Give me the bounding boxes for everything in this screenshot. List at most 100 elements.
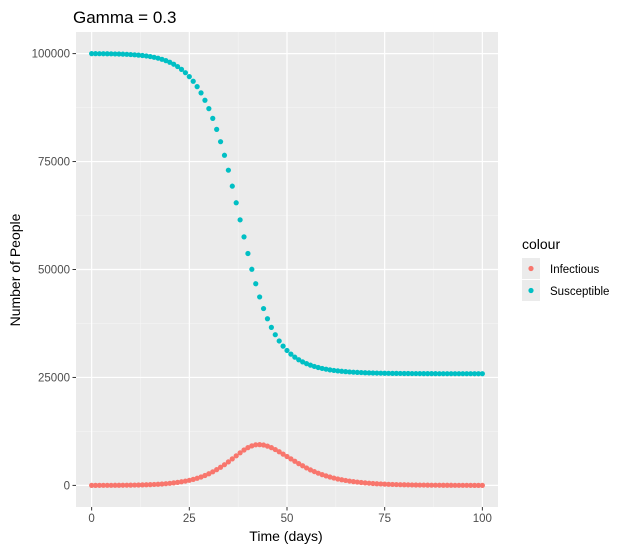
point-susceptible: [135, 52, 142, 58]
point-infectious: [135, 482, 142, 488]
point-infectious: [378, 481, 384, 487]
point-susceptible: [327, 367, 333, 373]
point-susceptible: [249, 266, 255, 272]
point-infectious: [120, 482, 126, 488]
point-susceptible: [428, 371, 435, 377]
point-infectious: [174, 479, 181, 485]
x-tick-label: 0: [88, 513, 94, 525]
point-susceptible: [245, 250, 251, 257]
point-susceptible: [89, 51, 95, 57]
point-infectious: [171, 480, 177, 486]
point-susceptible: [471, 371, 478, 377]
point-susceptible: [147, 53, 153, 60]
point-susceptible: [284, 347, 290, 354]
point-infectious: [221, 462, 228, 468]
point-infectious: [167, 480, 173, 486]
legend-title: colour: [522, 236, 560, 252]
point-infectious: [311, 468, 317, 475]
point-susceptible: [264, 316, 271, 322]
point-susceptible: [124, 51, 130, 57]
point-infectious: [440, 482, 446, 488]
point-infectious: [362, 480, 368, 486]
point-susceptible: [229, 183, 235, 189]
point-susceptible: [186, 74, 192, 80]
point-infectious: [401, 482, 407, 488]
point-susceptible: [362, 370, 368, 376]
point-infectious: [346, 478, 353, 484]
point-susceptible: [339, 368, 345, 374]
point-infectious: [471, 482, 478, 488]
chart-title: Gamma = 0.3: [73, 8, 176, 27]
point-infectious: [190, 476, 196, 482]
point-infectious: [413, 482, 419, 488]
point-susceptible: [389, 370, 396, 376]
point-infectious: [323, 473, 329, 479]
point-susceptible: [241, 234, 247, 240]
point-susceptible: [366, 370, 372, 376]
legend: colour Infectious Susceptible: [522, 236, 609, 301]
point-infectious: [335, 476, 341, 482]
y-tick-label: 75000: [38, 157, 70, 169]
point-susceptible: [475, 371, 482, 377]
point-susceptible: [311, 363, 317, 370]
point-susceptible: [108, 51, 114, 57]
point-infectious: [303, 465, 310, 471]
point-susceptible: [397, 370, 403, 377]
point-infectious: [194, 475, 200, 481]
point-infectious: [186, 477, 192, 483]
point-infectious: [405, 482, 411, 488]
data-points: [89, 51, 485, 488]
point-infectious: [460, 482, 466, 488]
point-susceptible: [112, 51, 118, 57]
point-susceptible: [225, 167, 231, 173]
x-tick-label: 50: [281, 513, 294, 525]
point-susceptible: [257, 294, 263, 300]
point-susceptible: [253, 281, 259, 287]
point-infectious: [358, 479, 364, 486]
point-susceptible: [194, 84, 200, 90]
point-infectious: [143, 482, 149, 488]
point-infectious: [151, 481, 157, 488]
point-infectious: [245, 445, 251, 451]
point-infectious: [393, 481, 400, 488]
point-susceptible: [331, 367, 337, 374]
point-infectious: [366, 480, 372, 486]
point-infectious: [339, 477, 345, 483]
x-tick-label: 75: [378, 513, 391, 525]
legend-label-susceptible: Susceptible: [550, 286, 609, 298]
point-infectious: [260, 442, 267, 448]
point-susceptible: [378, 370, 384, 376]
point-infectious: [202, 472, 208, 479]
point-infectious: [452, 482, 458, 488]
point-infectious: [139, 482, 146, 488]
point-susceptible: [346, 369, 353, 375]
point-infectious: [428, 482, 435, 488]
point-susceptible: [155, 55, 161, 61]
point-infectious: [417, 482, 423, 488]
point-infectious: [456, 482, 462, 488]
point-infectious: [448, 482, 454, 488]
point-susceptible: [292, 354, 298, 360]
point-susceptible: [382, 370, 388, 376]
point-susceptible: [300, 359, 306, 365]
point-infectious: [370, 480, 376, 487]
point-susceptible: [425, 371, 431, 377]
point-infectious: [389, 481, 396, 488]
point-susceptible: [440, 371, 446, 377]
point-infectious: [421, 482, 427, 488]
point-susceptible: [374, 370, 380, 376]
point-infectious: [116, 482, 122, 488]
point-infectious: [112, 482, 118, 488]
point-infectious: [89, 482, 95, 488]
point-infectious: [155, 481, 161, 487]
point-susceptible: [444, 371, 450, 377]
point-infectious: [210, 469, 216, 475]
point-susceptible: [350, 369, 357, 375]
point-susceptible: [393, 370, 400, 376]
point-infectious: [237, 450, 243, 456]
point-susceptible: [217, 139, 224, 145]
legend-marker-susceptible: [528, 287, 534, 294]
x-axis-label: Time (days): [249, 528, 322, 544]
point-infectious: [468, 482, 474, 488]
